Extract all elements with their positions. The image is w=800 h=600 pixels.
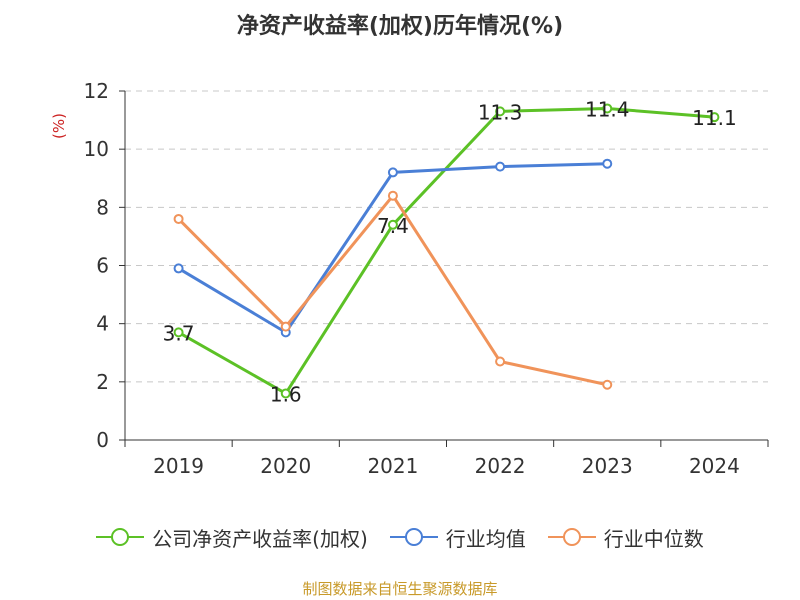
data-label-2020: 1.6 <box>270 382 302 406</box>
series-0-point-2020 <box>280 388 291 399</box>
series-0-point-2022 <box>495 106 506 117</box>
y-axis-label: (%) <box>50 113 68 139</box>
legend: 公司净资产收益率(加权) 行业均值 行业中位数 <box>0 520 800 554</box>
data-labels: 3.7 1.6 7.4 11.3 11.4 11.1 <box>163 97 737 406</box>
x-tick-label-2019: 2019 <box>153 454 204 478</box>
series-2-point-2021 <box>387 190 398 201</box>
data-label-2021: 7.4 <box>377 214 409 238</box>
x-tick-label-2020: 2020 <box>260 454 311 478</box>
x-tick-label-2023: 2023 <box>582 454 633 478</box>
legend-item-industry-mean[interactable]: 行业均值 <box>389 523 526 552</box>
data-label-2022: 11.3 <box>478 100 523 124</box>
series-2-point-2019 <box>173 213 184 224</box>
data-label-2019: 3.7 <box>163 321 195 345</box>
legend-item-industry-median[interactable]: 行业中位数 <box>547 523 704 552</box>
series-2-point-2023 <box>602 379 613 390</box>
legend-marker-industry-median <box>547 528 596 546</box>
x-tick-label-2024: 2024 <box>689 454 740 478</box>
series-lines <box>173 103 720 399</box>
series-line-0 <box>177 106 715 395</box>
legend-marker-company-roe <box>96 528 145 546</box>
series-0-point-2024 <box>709 112 720 123</box>
y-tick-label-8: 8 <box>96 195 109 219</box>
series-0-point-2021 <box>387 219 398 230</box>
legend-label-company-roe: 公司净资产收益率(加权) <box>152 526 368 551</box>
legend-label-industry-mean: 行业均值 <box>445 526 526 551</box>
series-2-point-2022 <box>495 356 506 367</box>
x-tick-label-2021: 2021 <box>367 454 418 478</box>
y-tick-label-6: 6 <box>96 254 109 278</box>
grid-lines <box>125 90 768 383</box>
data-label-2024: 11.1 <box>692 106 737 130</box>
legend-item-company-roe[interactable]: 公司净资产收益率(加权) <box>96 523 368 552</box>
source-note: 制图数据来自恒生聚源数据库 <box>302 580 498 598</box>
series-1-point-2022 <box>495 161 506 172</box>
y-tick-label-0: 0 <box>96 428 109 452</box>
y-tick-label-4: 4 <box>96 312 109 336</box>
y-tick-label-2: 2 <box>96 370 109 394</box>
legend-marker-industry-mean <box>389 528 438 546</box>
series-1-point-2023 <box>602 158 613 169</box>
x-tick-label-2022: 2022 <box>475 454 526 478</box>
chart-title: 净资产收益率(加权)历年情况(%) <box>236 14 564 39</box>
series-1-point-2021 <box>387 167 398 178</box>
series-0-point-2023 <box>602 103 613 114</box>
series-2-point-2020 <box>280 321 291 332</box>
series-0-point-2019 <box>173 327 184 338</box>
data-label-2023: 11.4 <box>585 97 630 121</box>
axes: 0 2 4 6 8 10 12 2019 2020 2021 2022 2023 2024 <box>84 79 769 478</box>
series-line-1 <box>177 162 608 334</box>
y-tick-label-12: 12 <box>84 79 109 103</box>
legend-label-industry-median: 行业中位数 <box>603 526 704 551</box>
y-tick-label-10: 10 <box>84 137 109 161</box>
series-1-point-2019 <box>173 263 184 274</box>
